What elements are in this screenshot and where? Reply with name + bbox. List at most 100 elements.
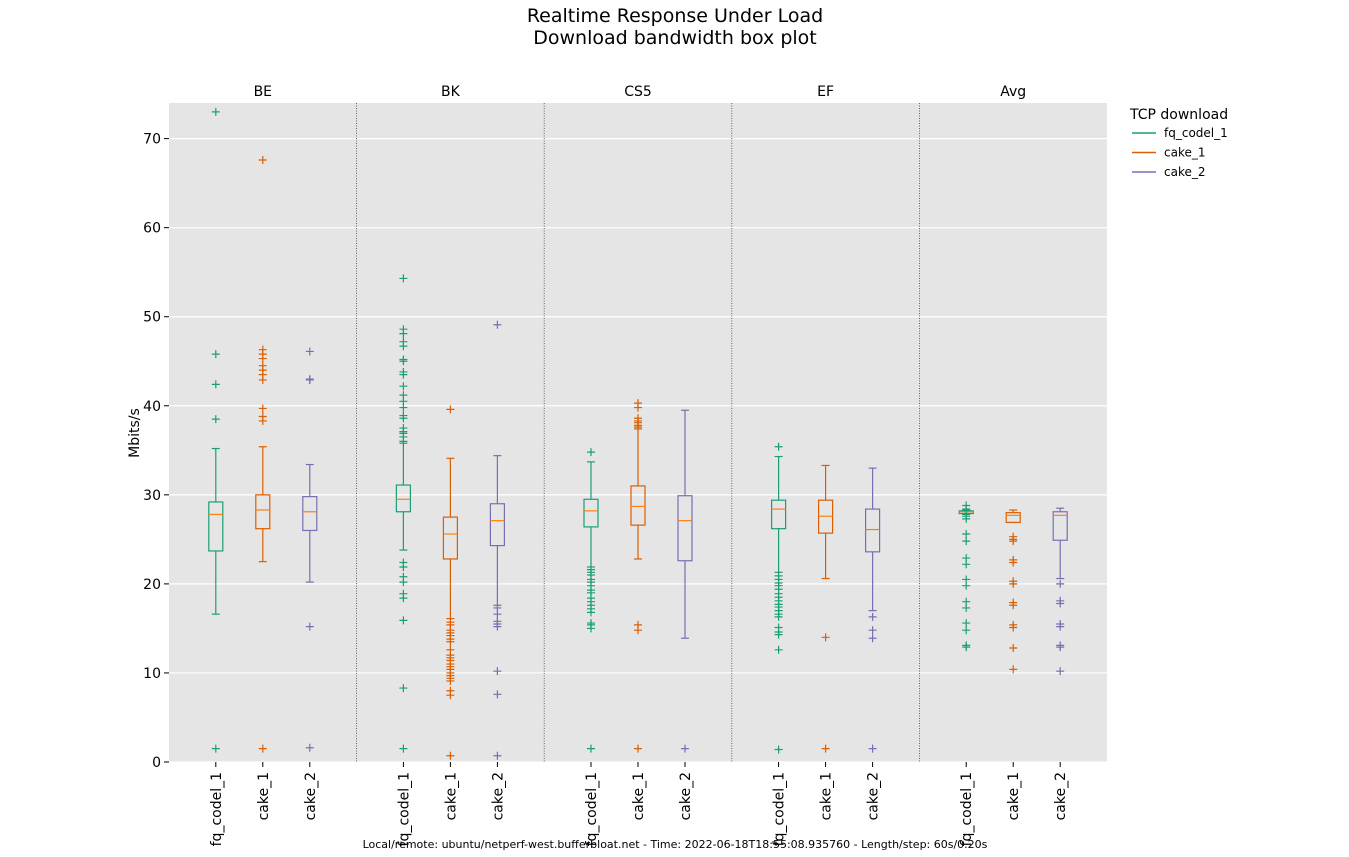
x-tick-label: fq_codel_1: [396, 772, 412, 846]
box-avg-fq-codel-1: [958, 501, 974, 652]
chart-title-group: Realtime Response Under Load Download ba…: [527, 5, 823, 49]
x-tick-label: cake_2: [678, 772, 694, 820]
outlier-marker: [399, 274, 408, 283]
outlier-marker: [258, 354, 267, 363]
x-tick-label: fq_codel_1: [209, 772, 225, 846]
x-tick-label: cake_2: [866, 772, 882, 820]
outlier-marker: [399, 562, 408, 571]
outlier-marker: [868, 626, 877, 635]
box-ef-fq-codel-1: [770, 442, 787, 754]
group-label-be: BE: [254, 84, 272, 100]
x-tick-label: cake_1: [1006, 772, 1022, 820]
outlier-marker: [774, 630, 783, 639]
outlier-marker: [399, 414, 408, 423]
outlier-marker: [446, 637, 455, 646]
x-tick-label: cake_1: [819, 772, 835, 820]
group-label-avg: Avg: [1000, 84, 1026, 100]
outlier-marker: [962, 560, 971, 569]
group-label-cs5: CS5: [624, 84, 652, 100]
outlier-marker: [634, 744, 642, 753]
outlier-marker: [258, 744, 267, 753]
outlier-marker: [1009, 644, 1018, 653]
outlier-marker: [305, 622, 314, 631]
box-iqr: [864, 508, 881, 553]
outlier-marker: [305, 743, 314, 752]
outlier-marker: [258, 404, 267, 413]
outlier-marker: [634, 403, 642, 412]
outlier-marker: [1056, 622, 1065, 631]
x-tick-label: cake_2: [1053, 772, 1069, 820]
outlier-marker: [1009, 601, 1018, 610]
outlier-marker: [211, 107, 220, 116]
grid-lines: [169, 138, 1107, 763]
outlier-marker: [399, 370, 408, 379]
y-axis-label: Mbits/s: [127, 408, 143, 458]
outlier-marker: [962, 626, 971, 635]
outlier-marker: [399, 342, 408, 351]
outlier-marker: [399, 684, 408, 693]
outlier-marker: [1009, 579, 1018, 588]
outlier-marker: [587, 744, 595, 753]
y-tick-label: 60: [143, 221, 161, 237]
outlier-marker: [1009, 623, 1018, 632]
outlier-marker: [493, 320, 502, 329]
outlier-marker: [493, 667, 502, 676]
outlier-marker: [774, 745, 783, 754]
outlier-marker: [681, 744, 689, 753]
group-label-bk: BK: [441, 84, 461, 100]
outlier-marker: [1056, 643, 1065, 652]
outlier-marker: [962, 619, 971, 628]
box-iqr: [630, 485, 646, 526]
outlier-marker: [1009, 558, 1018, 567]
outlier-marker: [399, 403, 408, 412]
outlier-marker: [493, 622, 502, 631]
outlier-marker: [962, 514, 971, 523]
outlier-marker: [258, 375, 267, 384]
legend-label-cake-2: cake_2: [1164, 165, 1206, 179]
outlier-marker: [962, 643, 971, 652]
y-axis: 0 10 20 30 40 50 60 70: [143, 132, 169, 771]
box-bk-fq-codel-1: [395, 274, 411, 753]
outlier-marker: [399, 357, 408, 366]
x-tick-label: cake_2: [303, 772, 319, 820]
outlier-marker: [399, 616, 408, 625]
outlier-marker: [1056, 599, 1065, 608]
outlier-marker: [821, 744, 830, 753]
box-cs5-cake-2: [677, 409, 693, 753]
outlier-marker: [821, 633, 830, 642]
outlier-marker: [493, 690, 502, 699]
legend: TCP download fq_codel_1 cake_1 cake_2: [1129, 107, 1228, 179]
box-avg-cake-2: [1052, 507, 1068, 676]
box-iqr: [1005, 512, 1021, 524]
outlier-marker: [399, 578, 408, 587]
legend-label-fq-codel-1: fq_codel_1: [1164, 126, 1228, 140]
x-tick-label: cake_1: [256, 772, 272, 820]
box-iqr: [302, 496, 318, 532]
outlier-marker: [634, 626, 642, 635]
box-ef-cake-2: [864, 467, 881, 753]
outlier-marker: [868, 612, 877, 621]
outlier-marker: [493, 610, 502, 619]
outlier-marker: [211, 415, 220, 424]
legend-label-cake-1: cake_1: [1164, 146, 1206, 160]
outlier-marker: [211, 350, 220, 359]
outlier-marker: [1009, 537, 1018, 546]
outlier-marker: [868, 634, 877, 643]
box-bk-cake-1: [442, 405, 458, 760]
outlier-marker: [587, 608, 595, 617]
outlier-marker: [305, 347, 314, 356]
y-tick-label: 10: [143, 666, 161, 682]
outlier-marker: [962, 537, 971, 546]
y-tick-label: 50: [143, 310, 161, 326]
group-labels: BE BK CS5 EF Avg: [254, 84, 1027, 100]
boxes-layer: [208, 107, 1068, 760]
outlier-marker: [774, 645, 783, 654]
outlier-marker: [774, 612, 783, 621]
outlier-marker: [962, 581, 971, 590]
outlier-marker: [446, 751, 455, 760]
outlier-marker: [587, 624, 595, 633]
box-be-cake-2: [302, 347, 318, 752]
box-iqr: [255, 494, 271, 530]
outlier-marker: [258, 416, 267, 425]
box-iqr: [208, 501, 224, 552]
